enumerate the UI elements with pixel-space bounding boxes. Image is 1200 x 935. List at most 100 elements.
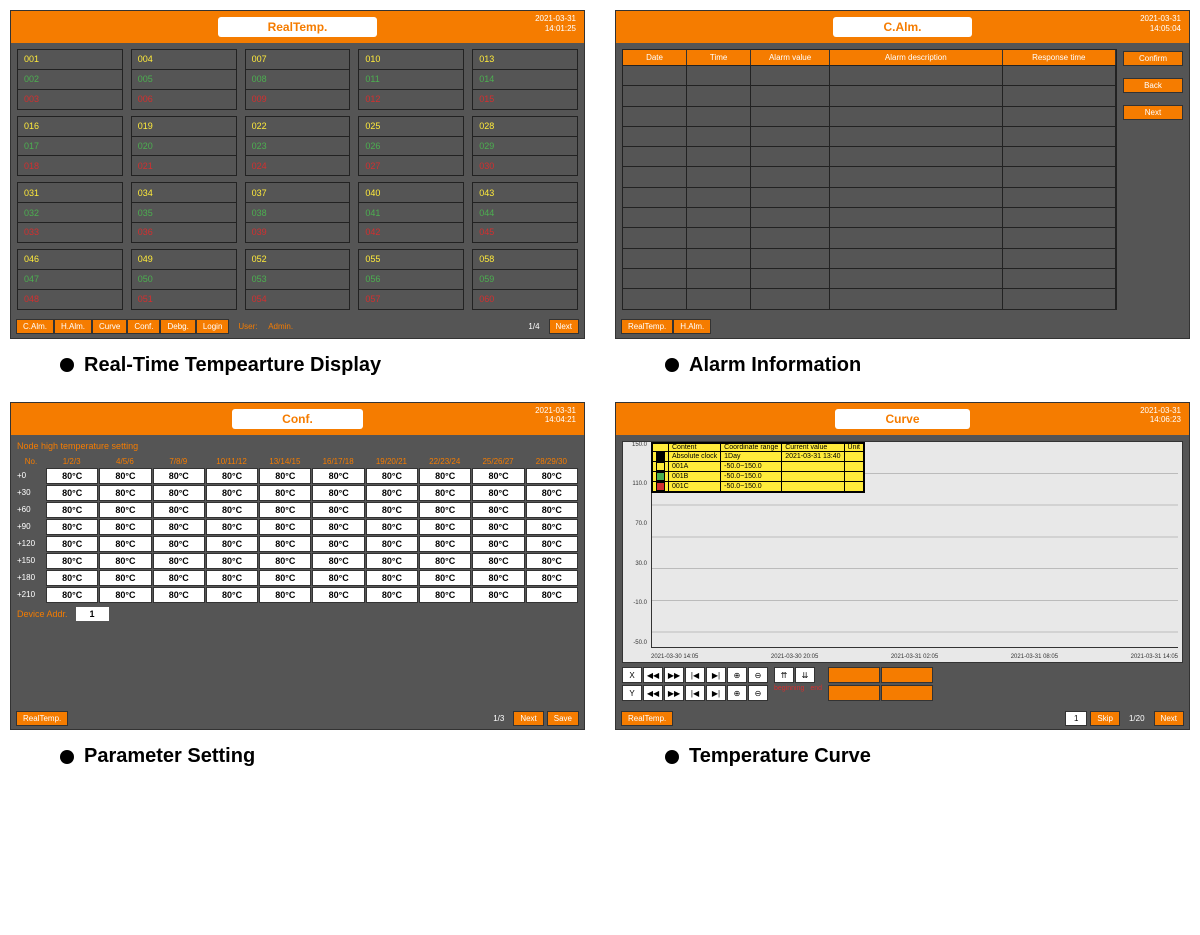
temp-cell[interactable]: 80°C <box>99 468 151 484</box>
temp-cell[interactable]: 80°C <box>46 519 98 535</box>
temp-cell[interactable]: 80°C <box>419 485 471 501</box>
temp-cell[interactable]: 80°C <box>366 587 418 603</box>
realtemp-button[interactable]: RealTemp. <box>621 711 673 726</box>
temp-cell[interactable]: 80°C <box>46 587 98 603</box>
temp-cell[interactable]: 80°C <box>472 485 524 501</box>
temp-cell[interactable]: 80°C <box>46 502 98 518</box>
temp-cell[interactable]: 80°C <box>153 468 205 484</box>
nav-button[interactable]: H.Alm. <box>673 319 711 334</box>
temp-cell[interactable]: 80°C <box>99 553 151 569</box>
temp-cell[interactable]: 80°C <box>259 570 311 586</box>
temp-cell[interactable]: 80°C <box>153 485 205 501</box>
temp-cell[interactable]: 80°C <box>153 502 205 518</box>
temp-cell[interactable]: 80°C <box>99 587 151 603</box>
confirm-button[interactable]: Confirm <box>1123 51 1183 66</box>
temp-cell[interactable]: 80°C <box>366 519 418 535</box>
nav-control[interactable]: ▶▶ <box>664 685 684 701</box>
nav-button[interactable]: Login <box>196 319 230 334</box>
temp-cell[interactable]: 80°C <box>419 468 471 484</box>
nav-control[interactable]: ◀◀ <box>643 685 663 701</box>
temp-cell[interactable]: 80°C <box>46 553 98 569</box>
temp-cell[interactable]: 80°C <box>259 502 311 518</box>
temp-cell[interactable]: 80°C <box>99 502 151 518</box>
next-button[interactable]: Next <box>1123 105 1183 120</box>
next-button[interactable]: Next <box>549 319 579 334</box>
temp-cell[interactable]: 80°C <box>206 519 258 535</box>
temp-cell[interactable]: 80°C <box>153 536 205 552</box>
next-button[interactable]: Next <box>1154 711 1184 726</box>
action-button[interactable] <box>828 667 880 683</box>
realtemp-button[interactable]: RealTemp. <box>16 711 68 726</box>
temp-cell[interactable]: 80°C <box>419 570 471 586</box>
temp-cell[interactable]: 80°C <box>366 553 418 569</box>
nav-control[interactable]: ▶▶ <box>664 667 684 683</box>
temp-cell[interactable]: 80°C <box>419 502 471 518</box>
temp-cell[interactable]: 80°C <box>366 502 418 518</box>
temp-cell[interactable]: 80°C <box>206 570 258 586</box>
temp-cell[interactable]: 80°C <box>366 536 418 552</box>
temp-cell[interactable]: 80°C <box>153 519 205 535</box>
temp-cell[interactable]: 80°C <box>419 519 471 535</box>
nav-button[interactable]: H.Alm. <box>54 319 92 334</box>
temp-cell[interactable]: 80°C <box>526 536 578 552</box>
bottom-button[interactable]: ⇊ <box>795 667 815 683</box>
temp-cell[interactable]: 80°C <box>419 553 471 569</box>
save-button[interactable]: Save <box>547 711 579 726</box>
temp-cell[interactable]: 80°C <box>259 536 311 552</box>
nav-control[interactable]: |◀ <box>685 667 705 683</box>
nav-control[interactable]: ⊖ <box>748 685 768 701</box>
temp-cell[interactable]: 80°C <box>99 570 151 586</box>
temp-cell[interactable]: 80°C <box>312 570 364 586</box>
temp-cell[interactable]: 80°C <box>366 468 418 484</box>
device-value[interactable]: 1 <box>76 607 109 621</box>
temp-cell[interactable]: 80°C <box>419 536 471 552</box>
temp-cell[interactable]: 80°C <box>472 553 524 569</box>
temp-cell[interactable]: 80°C <box>472 536 524 552</box>
temp-cell[interactable]: 80°C <box>99 536 151 552</box>
temp-cell[interactable]: 80°C <box>472 468 524 484</box>
temp-cell[interactable]: 80°C <box>46 536 98 552</box>
temp-cell[interactable]: 80°C <box>526 587 578 603</box>
temp-cell[interactable]: 80°C <box>312 468 364 484</box>
temp-cell[interactable]: 80°C <box>526 468 578 484</box>
temp-cell[interactable]: 80°C <box>312 587 364 603</box>
temp-cell[interactable]: 80°C <box>526 570 578 586</box>
nav-control[interactable]: ⊕ <box>727 667 747 683</box>
temp-cell[interactable]: 80°C <box>366 485 418 501</box>
temp-cell[interactable]: 80°C <box>99 519 151 535</box>
nav-button[interactable]: C.Alm. <box>16 319 54 334</box>
temp-cell[interactable]: 80°C <box>472 570 524 586</box>
temp-cell[interactable]: 80°C <box>153 570 205 586</box>
temp-cell[interactable]: 80°C <box>259 485 311 501</box>
temp-cell[interactable]: 80°C <box>259 587 311 603</box>
temp-cell[interactable]: 80°C <box>526 485 578 501</box>
nav-control[interactable]: ▶| <box>706 685 726 701</box>
temp-cell[interactable]: 80°C <box>259 468 311 484</box>
temp-cell[interactable]: 80°C <box>46 468 98 484</box>
page-input[interactable]: 1 <box>1065 711 1087 726</box>
temp-cell[interactable]: 80°C <box>206 502 258 518</box>
next-button[interactable]: Next <box>513 711 543 726</box>
beginning-label[interactable]: beginning <box>774 685 804 692</box>
back-button[interactable]: Back <box>1123 78 1183 93</box>
temp-cell[interactable]: 80°C <box>46 485 98 501</box>
temp-cell[interactable]: 80°C <box>312 485 364 501</box>
temp-cell[interactable]: 80°C <box>312 536 364 552</box>
temp-cell[interactable]: 80°C <box>206 536 258 552</box>
temp-cell[interactable]: 80°C <box>526 553 578 569</box>
temp-cell[interactable]: 80°C <box>259 553 311 569</box>
action-button[interactable] <box>881 685 933 701</box>
temp-cell[interactable]: 80°C <box>46 570 98 586</box>
end-label[interactable]: end <box>810 685 822 692</box>
temp-cell[interactable]: 80°C <box>259 519 311 535</box>
top-button[interactable]: ⇈ <box>774 667 794 683</box>
action-button[interactable] <box>881 667 933 683</box>
nav-control[interactable]: ▶| <box>706 667 726 683</box>
nav-control[interactable]: ⊖ <box>748 667 768 683</box>
temp-cell[interactable]: 80°C <box>206 587 258 603</box>
temp-cell[interactable]: 80°C <box>206 485 258 501</box>
temp-cell[interactable]: 80°C <box>472 502 524 518</box>
temp-cell[interactable]: 80°C <box>206 468 258 484</box>
temp-cell[interactable]: 80°C <box>526 502 578 518</box>
temp-cell[interactable]: 80°C <box>366 570 418 586</box>
